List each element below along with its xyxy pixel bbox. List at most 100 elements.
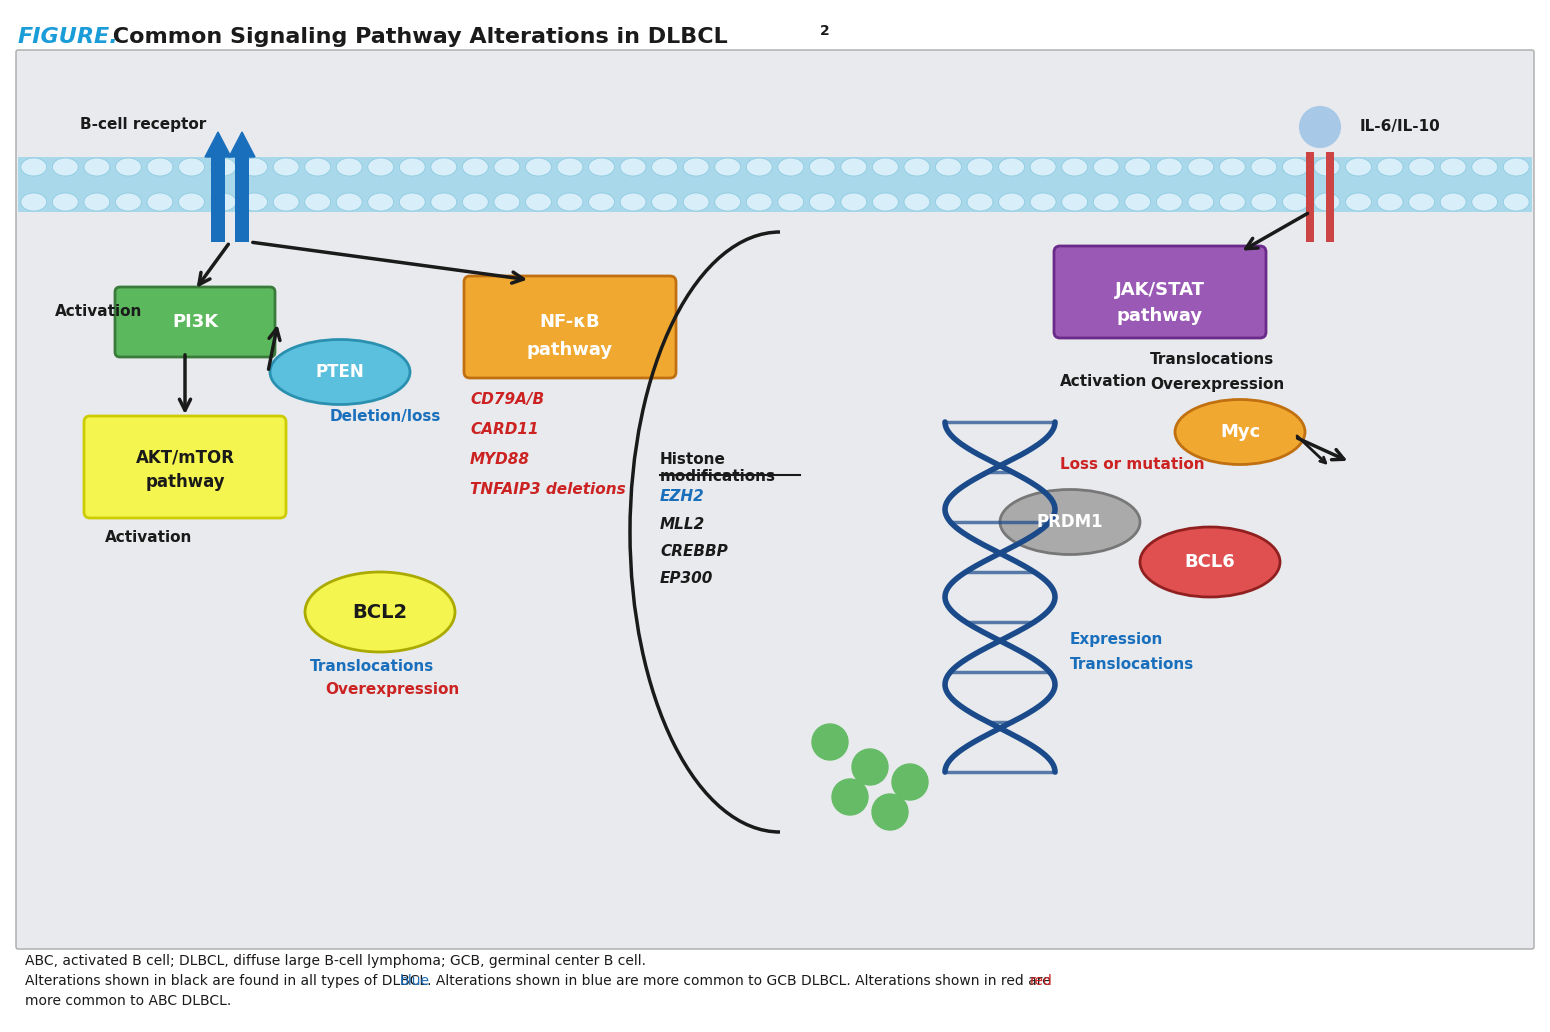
Ellipse shape (556, 158, 583, 176)
Text: Activation: Activation (1060, 375, 1147, 389)
Ellipse shape (1376, 193, 1403, 211)
FancyBboxPatch shape (115, 287, 274, 357)
Ellipse shape (400, 193, 425, 211)
Text: FIGURE.: FIGURE. (19, 27, 119, 47)
Text: BCL6: BCL6 (1184, 553, 1235, 571)
Ellipse shape (715, 193, 741, 211)
Ellipse shape (431, 193, 457, 211)
Ellipse shape (778, 193, 804, 211)
Circle shape (1300, 107, 1341, 147)
FancyBboxPatch shape (1307, 152, 1314, 241)
Circle shape (873, 794, 908, 830)
Ellipse shape (336, 158, 363, 176)
Ellipse shape (400, 158, 425, 176)
Ellipse shape (525, 193, 552, 211)
Ellipse shape (1187, 158, 1214, 176)
Text: JAK/STAT: JAK/STAT (1114, 281, 1204, 299)
Ellipse shape (1093, 193, 1119, 211)
Ellipse shape (809, 193, 835, 211)
Ellipse shape (1031, 193, 1056, 211)
Ellipse shape (809, 158, 835, 176)
Ellipse shape (842, 193, 866, 211)
Ellipse shape (936, 193, 961, 211)
Ellipse shape (242, 158, 268, 176)
Ellipse shape (998, 158, 1025, 176)
Text: Overexpression: Overexpression (1150, 377, 1285, 392)
Ellipse shape (211, 193, 236, 211)
Ellipse shape (336, 193, 363, 211)
Ellipse shape (651, 193, 677, 211)
Ellipse shape (936, 158, 961, 176)
Ellipse shape (115, 193, 141, 211)
Text: CREBBP: CREBBP (660, 544, 728, 559)
Text: Overexpression: Overexpression (326, 682, 459, 697)
Text: Histone
modifications: Histone modifications (660, 452, 777, 484)
Text: red: red (1031, 974, 1052, 988)
Ellipse shape (1376, 158, 1403, 176)
Circle shape (853, 749, 888, 785)
Ellipse shape (494, 158, 519, 176)
Ellipse shape (273, 158, 299, 176)
Ellipse shape (1440, 158, 1466, 176)
Ellipse shape (305, 193, 330, 211)
Text: Activation: Activation (54, 304, 143, 320)
Text: Alterations shown in black are found in all types of DLBCL. Alterations shown in: Alterations shown in black are found in … (25, 974, 1051, 988)
Text: Common Signaling Pathway Alterations in DLBCL: Common Signaling Pathway Alterations in … (105, 27, 728, 47)
Text: Translocations: Translocations (1070, 657, 1194, 672)
Ellipse shape (367, 158, 394, 176)
FancyBboxPatch shape (463, 276, 676, 378)
Ellipse shape (1282, 158, 1308, 176)
Ellipse shape (620, 193, 646, 211)
Ellipse shape (273, 193, 299, 211)
Text: PTEN: PTEN (316, 363, 364, 381)
Ellipse shape (115, 158, 141, 176)
FancyBboxPatch shape (19, 157, 1531, 212)
Ellipse shape (270, 340, 411, 405)
Ellipse shape (1062, 193, 1088, 211)
Text: MYD88: MYD88 (470, 452, 530, 467)
Text: ABC, activated B cell; DLBCL, diffuse large B-cell lymphoma; GCB, germinal cente: ABC, activated B cell; DLBCL, diffuse la… (25, 954, 646, 968)
Ellipse shape (684, 193, 708, 211)
Ellipse shape (1472, 158, 1497, 176)
Ellipse shape (1156, 193, 1183, 211)
Polygon shape (229, 132, 256, 157)
Ellipse shape (1251, 158, 1277, 176)
FancyBboxPatch shape (16, 50, 1534, 949)
Ellipse shape (1093, 158, 1119, 176)
Ellipse shape (1409, 193, 1435, 211)
Text: Expression: Expression (1070, 632, 1164, 647)
Ellipse shape (556, 193, 583, 211)
Ellipse shape (1472, 193, 1497, 211)
Ellipse shape (967, 193, 994, 211)
Ellipse shape (178, 158, 205, 176)
Ellipse shape (1220, 158, 1245, 176)
Ellipse shape (1125, 193, 1150, 211)
Text: more common to ABC DLBCL.: more common to ABC DLBCL. (25, 994, 231, 1008)
Ellipse shape (746, 158, 772, 176)
Ellipse shape (84, 193, 110, 211)
Text: Activation: Activation (105, 529, 192, 545)
Ellipse shape (525, 158, 552, 176)
Ellipse shape (305, 158, 330, 176)
Text: CARD11: CARD11 (470, 422, 539, 437)
Ellipse shape (494, 193, 519, 211)
FancyBboxPatch shape (236, 157, 250, 241)
Ellipse shape (1345, 158, 1372, 176)
Ellipse shape (462, 193, 488, 211)
Ellipse shape (1345, 193, 1372, 211)
Text: TNFAIP3 deletions: TNFAIP3 deletions (470, 482, 626, 497)
Ellipse shape (1175, 399, 1305, 464)
Ellipse shape (20, 193, 46, 211)
Text: blue: blue (400, 974, 429, 988)
Text: MLL2: MLL2 (660, 517, 705, 533)
Ellipse shape (1062, 158, 1088, 176)
Text: 2: 2 (820, 24, 829, 38)
Text: EZH2: EZH2 (660, 489, 705, 504)
Ellipse shape (1156, 158, 1183, 176)
Ellipse shape (620, 158, 646, 176)
Text: Loss or mutation: Loss or mutation (1060, 457, 1204, 472)
Ellipse shape (1504, 158, 1530, 176)
Text: CD79A/B: CD79A/B (470, 392, 544, 407)
Ellipse shape (589, 193, 614, 211)
Text: pathway: pathway (527, 341, 614, 359)
